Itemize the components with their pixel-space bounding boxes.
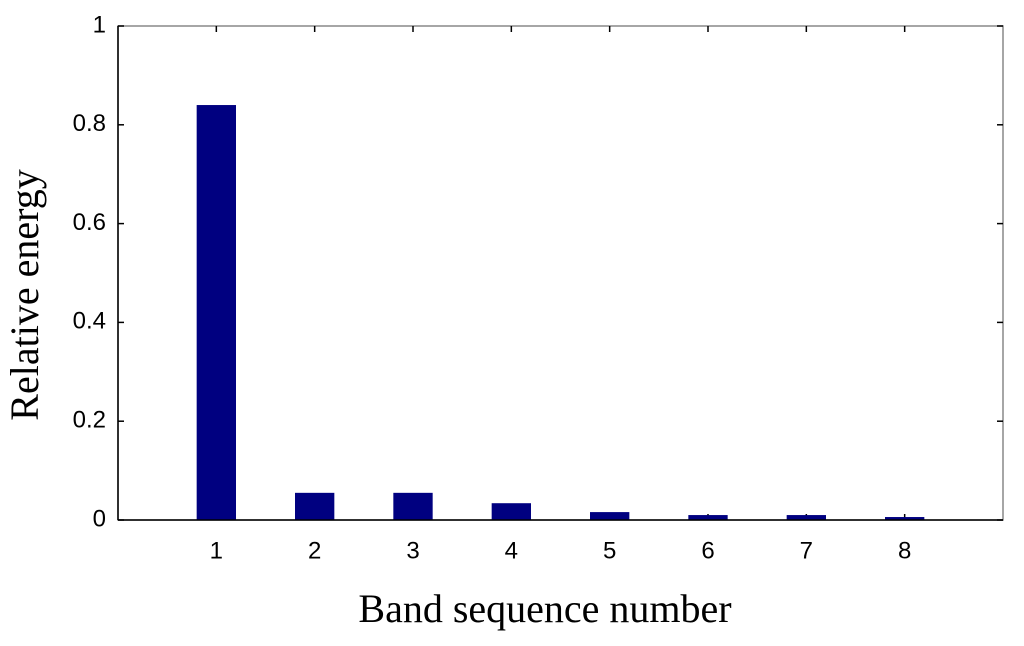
bar (885, 517, 925, 520)
x-tick-label: 1 (210, 537, 223, 564)
bar (393, 492, 433, 520)
bar (295, 492, 335, 520)
bar (688, 515, 728, 520)
x-tick-label: 6 (701, 537, 714, 564)
y-tick-label: 0.6 (73, 209, 106, 236)
bar (196, 105, 236, 520)
y-tick-label: 1 (93, 11, 106, 38)
x-tick-label: 3 (406, 537, 419, 564)
x-tick-label: 4 (505, 537, 518, 564)
y-tick-label: 0.8 (73, 110, 106, 137)
plot-frame (117, 25, 1004, 521)
y-axis-label: Relative energy (2, 169, 47, 420)
bar (786, 515, 826, 520)
y-tick-label: 0.4 (73, 308, 106, 335)
x-tick-label: 7 (800, 537, 813, 564)
bar (590, 512, 630, 520)
y-tick-label: 0.2 (73, 407, 106, 434)
y-tick-label: 0 (93, 505, 106, 532)
x-axis-label: Band sequence number (358, 586, 731, 631)
x-tick-label: 5 (603, 537, 616, 564)
x-tick-label: 8 (898, 537, 911, 564)
bar (491, 503, 531, 520)
x-tick-label: 2 (308, 537, 321, 564)
